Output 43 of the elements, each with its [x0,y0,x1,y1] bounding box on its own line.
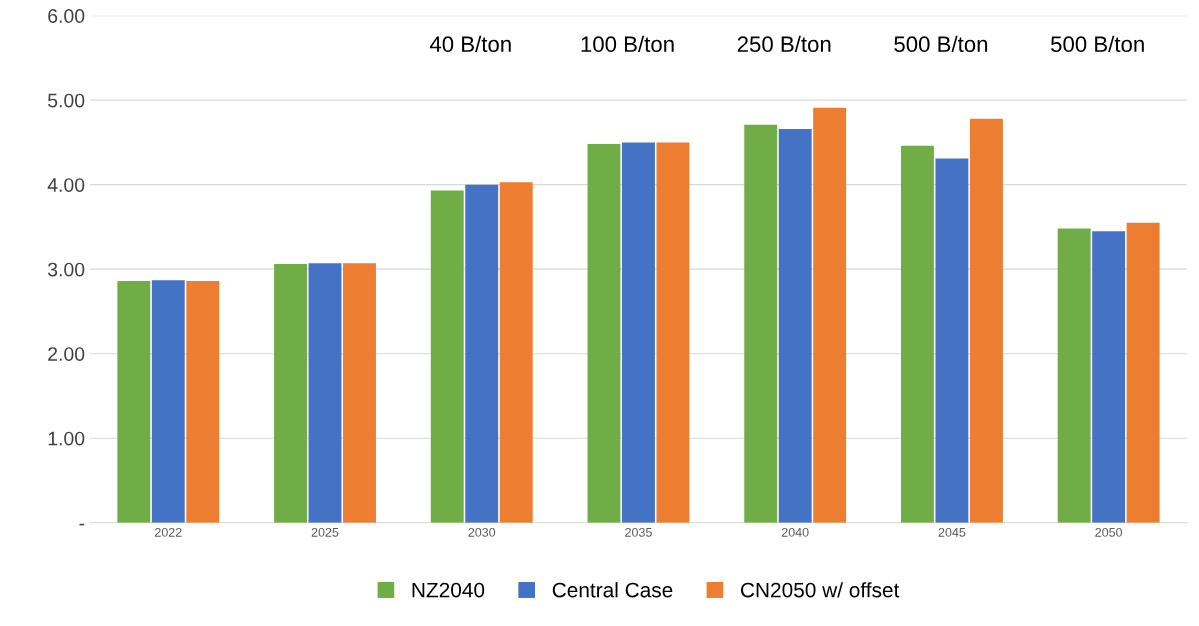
y-tick-label: - [79,523,85,526]
bar [151,280,185,523]
x-tick-label: 2045 [938,527,966,537]
annotation: 250 B/ton [737,35,831,53]
y-tick-label: 1.00 [48,431,85,446]
y-tick-label: 2.00 [48,347,85,361]
x-tick-label: 2022 [155,527,182,537]
annotation: 100 B/ton [581,35,674,53]
bar [587,144,621,523]
bar [813,107,847,523]
bar [1092,231,1126,523]
y-tick-label: 4.00 [47,178,85,192]
bar [117,281,151,523]
x-tick-label: 2030 [468,527,496,537]
bar [430,190,464,523]
annotation: 40 B/ton [429,35,511,53]
annotation: 500 B/ton [1051,35,1144,53]
bar [186,281,220,523]
bar [969,118,1003,523]
bar [343,263,376,523]
legend-label: NZ2040 [412,582,485,598]
x-tick-label: 2040 [781,527,809,537]
bar [622,142,655,523]
bar [900,145,934,523]
bar [1126,222,1160,523]
bar [656,142,690,523]
annotation: 500 B/ton [894,35,988,53]
bar [465,184,499,523]
bar [1057,228,1091,523]
bar [308,263,342,523]
legend-label: Central Case [552,582,673,598]
y-tick-label: 6.00 [48,9,85,23]
y-tick-label: 3.00 [47,262,85,277]
x-tick-label: 2035 [625,527,652,537]
legend-label: CN2050 w/ offset [740,582,900,598]
y-tick-label: 5.00 [48,93,85,108]
bar [778,128,812,523]
x-tick-label: 2025 [311,527,339,537]
bar [935,158,969,523]
x-tick-label: 2050 [1095,527,1123,537]
bar [744,124,778,523]
bar [499,182,533,523]
bar [274,264,307,523]
